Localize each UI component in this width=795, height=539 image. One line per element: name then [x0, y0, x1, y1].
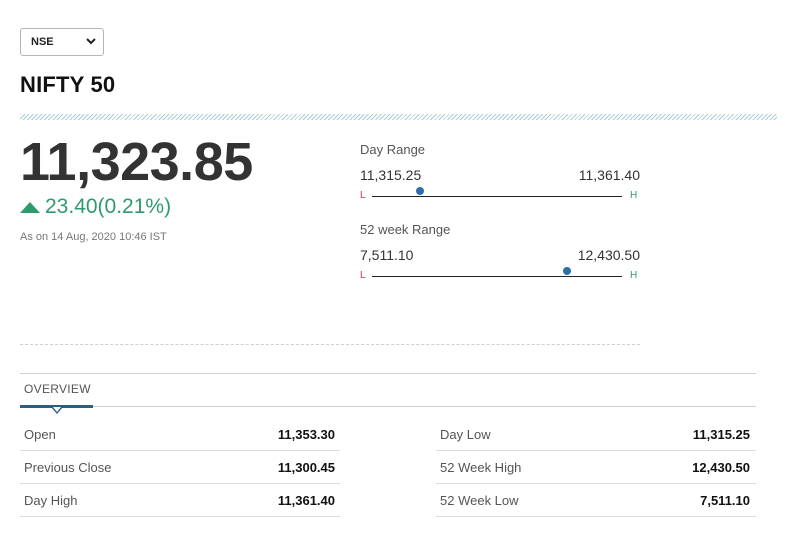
hatched-divider [20, 114, 777, 120]
day-range-track [372, 196, 622, 197]
exchange-select[interactable]: NSE [20, 28, 104, 56]
overview-row-label: 52 Week High [440, 460, 522, 475]
day-range-low: 11,315.25 [360, 167, 422, 183]
row-divider [436, 516, 756, 517]
overview-row-label: 52 Week Low [440, 493, 519, 508]
index-title: NIFTY 50 [20, 72, 116, 97]
row-divider [20, 450, 340, 451]
row-divider [436, 483, 756, 484]
exchange-select-value: NSE [31, 36, 54, 48]
index-price: 11,323.85 [20, 132, 253, 192]
row-divider [436, 450, 756, 451]
day-range-high: 11,361.40 [578, 167, 640, 183]
up-arrow-icon [20, 202, 40, 213]
day-range-high-tag: H [630, 190, 638, 201]
week52-range-high-tag: H [630, 270, 638, 281]
overview-row-value: 7,511.10 [700, 493, 750, 508]
overview-row-label: Open [24, 427, 56, 442]
day-range-marker [415, 187, 424, 195]
price-change-value: 23.40(0.21%) [45, 195, 172, 218]
overview-row-value: 11,300.45 [277, 460, 335, 475]
week52-range-label: 52 week Range [360, 222, 451, 237]
price-change: 23.40(0.21%) [20, 195, 171, 219]
day-range-low-tag: L [360, 190, 366, 201]
week52-range-high: 12,430.50 [577, 247, 640, 263]
chevron-down-icon [86, 38, 96, 45]
tab-caret-inner [53, 407, 61, 412]
row-divider [20, 516, 340, 517]
overview-row-label: Day Low [440, 427, 491, 442]
tab-active-indicator [20, 405, 93, 408]
week52-range-low-tag: L [360, 270, 366, 281]
week52-range-low: 7,511.10 [360, 247, 414, 263]
row-divider [20, 483, 340, 484]
day-range-label: Day Range [360, 142, 426, 157]
overview-row-value: 11,361.40 [277, 493, 335, 508]
overview-row-value: 11,315.25 [692, 427, 750, 442]
as-of-timestamp: As on 14 Aug, 2020 10:46 IST [20, 231, 167, 243]
overview-row-value: 12,430.50 [692, 460, 750, 475]
overview-row-label: Previous Close [24, 460, 112, 475]
week52-range-track [372, 276, 622, 277]
tab-bar-bottom-rule [20, 406, 756, 407]
tab-overview[interactable]: OVERVIEW [24, 382, 91, 396]
dashed-divider [20, 344, 640, 345]
overview-row-label: Day High [24, 493, 78, 508]
overview-row-value: 11,353.30 [277, 427, 335, 442]
week52-range-marker [563, 267, 571, 275]
tab-bar-top-rule [20, 373, 756, 374]
